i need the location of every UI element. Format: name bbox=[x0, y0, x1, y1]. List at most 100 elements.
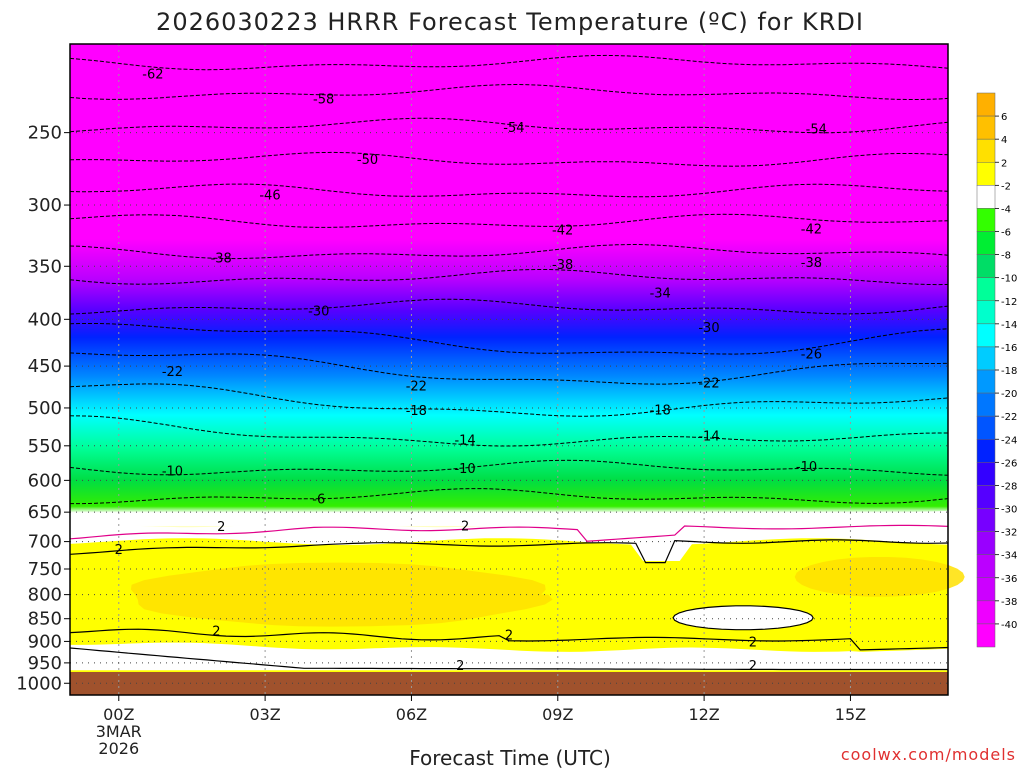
colorbar-swatch bbox=[976, 369, 996, 394]
colorbar-label: 4 bbox=[1001, 135, 1007, 146]
isotherm-label: -38 bbox=[801, 256, 822, 271]
isotherm-label: 2 bbox=[505, 629, 513, 644]
isotherm-zero bbox=[69, 524, 949, 542]
isotherm-negative bbox=[69, 352, 949, 385]
isotherm-label: 2 bbox=[456, 659, 464, 674]
colorbar-label: -16 bbox=[1001, 343, 1017, 354]
colorbar-swatch bbox=[976, 600, 996, 625]
colorbar-swatch bbox=[976, 138, 996, 163]
colorbar-label: -6 bbox=[1001, 228, 1011, 239]
isotherm-label: -18 bbox=[650, 403, 671, 418]
y-tick-label: 300 bbox=[28, 195, 62, 216]
colorbar-swatch bbox=[976, 508, 996, 532]
colorbar-swatch bbox=[976, 439, 996, 463]
isotherm-label: -18 bbox=[406, 404, 427, 419]
x-tick-label: 12Z bbox=[688, 705, 719, 724]
colorbar-swatch bbox=[976, 577, 996, 602]
x-tick-label: 00Z bbox=[103, 705, 134, 724]
colorbar-label: -32 bbox=[1001, 528, 1017, 539]
colorbar-label: -8 bbox=[1001, 251, 1011, 262]
y-tick-label: 800 bbox=[28, 585, 62, 606]
x-date-year: 2026 bbox=[98, 739, 139, 758]
isotherm-negative bbox=[69, 298, 949, 315]
y-tick-label: 850 bbox=[28, 609, 62, 630]
colorbar-label: -18 bbox=[1001, 366, 1017, 377]
colorbar-label: -2 bbox=[1001, 181, 1011, 192]
colorbar-label: -26 bbox=[1001, 458, 1017, 469]
x-date-month: 3MAR bbox=[96, 722, 142, 741]
isotherm-negative bbox=[69, 183, 949, 198]
isotherm-label: -42 bbox=[552, 224, 573, 239]
colorbar-label: -38 bbox=[1001, 597, 1017, 608]
x-tick-label: 03Z bbox=[249, 705, 280, 724]
y-tick-label: 700 bbox=[28, 532, 62, 553]
isotherm-negative bbox=[69, 383, 949, 417]
chart-title: 2026030223 HRRR Forecast Temperature (ºC… bbox=[156, 8, 864, 36]
colorbar-swatch bbox=[976, 346, 996, 371]
colorbar-label: 2 bbox=[1001, 158, 1007, 169]
colorbar-label: -30 bbox=[1001, 505, 1017, 516]
credit-text: coolwx.com/models bbox=[841, 745, 1016, 764]
colorbar-swatch bbox=[976, 554, 996, 579]
isotherm-plus2-upper bbox=[69, 539, 949, 564]
colorbar-swatch bbox=[976, 185, 996, 209]
isotherm-label: -14 bbox=[698, 429, 719, 444]
isotherm-label: 2 bbox=[749, 636, 757, 651]
colorbar-swatch bbox=[976, 323, 996, 348]
colorbar-swatch bbox=[976, 531, 996, 555]
colorbar-swatch bbox=[976, 208, 996, 232]
colorbar-label: -36 bbox=[1001, 574, 1017, 585]
freezing-layer bbox=[70, 510, 948, 561]
colorbar-label: -22 bbox=[1001, 412, 1017, 423]
colorbar-label: -10 bbox=[1001, 274, 1017, 285]
isotherm-label: 2 bbox=[212, 625, 220, 640]
colorbar-swatch bbox=[976, 300, 996, 325]
colorbar-label: 6 bbox=[1001, 112, 1007, 123]
isotherm-label: -10 bbox=[162, 465, 183, 480]
plot-border bbox=[69, 43, 949, 696]
isotherm-plus2-pocket bbox=[672, 605, 814, 631]
colorbar-label: -24 bbox=[1001, 435, 1017, 446]
colorbar-swatch bbox=[976, 277, 996, 301]
isotherm-contours bbox=[69, 54, 949, 671]
colorbar-label: -14 bbox=[1001, 320, 1017, 331]
isotherm-label: -30 bbox=[308, 304, 329, 319]
isotherm-label: -58 bbox=[313, 93, 334, 108]
isotherm-label: -50 bbox=[357, 153, 378, 168]
isotherm-negative bbox=[69, 415, 948, 447]
warm-zone-2 bbox=[794, 557, 965, 597]
isotherm-plus2-lower bbox=[69, 628, 949, 651]
temperature-field bbox=[70, 510, 965, 695]
isotherm-label: -6 bbox=[312, 493, 325, 508]
colorbar-swatch bbox=[976, 392, 996, 417]
colorbar-swatch bbox=[976, 462, 996, 486]
isotherm-negative bbox=[69, 151, 949, 167]
cool-pocket bbox=[673, 605, 814, 630]
colorbar-label: -20 bbox=[1001, 389, 1017, 400]
y-tick-label: 400 bbox=[28, 309, 62, 330]
isotherm-label: -26 bbox=[801, 347, 822, 362]
isotherm-label: -14 bbox=[454, 434, 475, 449]
colorbar-swatch bbox=[976, 485, 996, 509]
y-tick-label: 1000 bbox=[16, 673, 62, 694]
isotherm-negative bbox=[69, 459, 949, 476]
isotherm-negative bbox=[69, 269, 949, 286]
isotherm-label: -38 bbox=[552, 258, 573, 273]
isotherm-label: -22 bbox=[406, 380, 427, 395]
isotherm-label: -54 bbox=[806, 122, 827, 137]
isotherm-label: -46 bbox=[259, 189, 280, 204]
colorbar-swatch bbox=[976, 162, 996, 186]
isotherm-negative bbox=[70, 488, 949, 505]
isotherm-label: -10 bbox=[454, 462, 475, 477]
x-tick-label: 15Z bbox=[835, 705, 866, 724]
plot-frame bbox=[69, 43, 949, 696]
surface-cool-layer bbox=[70, 642, 948, 671]
isotherm-label: -10 bbox=[796, 460, 817, 475]
y-tick-label: 750 bbox=[28, 559, 62, 580]
isotherm-negative bbox=[69, 54, 949, 71]
isotherm-label: 2 bbox=[749, 659, 757, 674]
isotherm-negative bbox=[69, 323, 949, 355]
y-axis: 2503003504004505005506006507007508008509… bbox=[16, 123, 70, 694]
colorbar-swatch bbox=[976, 415, 996, 440]
